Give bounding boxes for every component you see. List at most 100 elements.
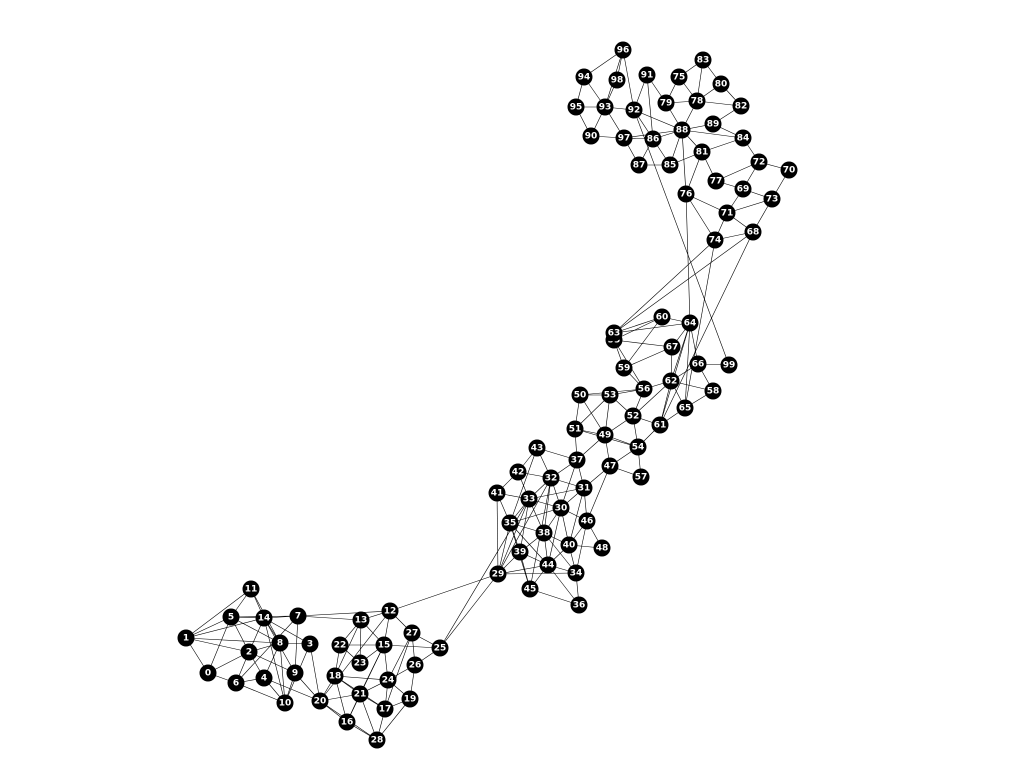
node-circle (489, 565, 507, 583)
edge-30-44 (547, 507, 562, 566)
node-label: 50 (574, 391, 587, 401)
edge-29-33 (497, 498, 530, 575)
node-20: 20 (311, 692, 329, 710)
edge-8-10 (279, 642, 286, 704)
node-50: 50 (571, 386, 589, 404)
node-circle (535, 524, 553, 542)
node-circle (653, 308, 671, 326)
edge-91-86 (646, 74, 654, 140)
node-circle (593, 539, 611, 557)
node-2: 2 (240, 643, 258, 661)
node-circle (276, 694, 294, 712)
node-39: 39 (511, 543, 529, 561)
edge-43-35 (509, 447, 538, 524)
node-circle (750, 153, 768, 171)
edge-55-67 (613, 339, 673, 348)
node-45: 45 (521, 580, 539, 598)
edge-15-21 (359, 644, 385, 695)
node-84: 84 (734, 129, 752, 147)
node-label: 30 (555, 504, 568, 514)
edge-33-39 (519, 498, 530, 553)
node-circle (199, 664, 217, 682)
node-circle (271, 634, 289, 652)
node-label: 82 (735, 102, 748, 112)
node-23: 23 (351, 654, 369, 672)
node-18: 18 (326, 667, 344, 685)
node-label: 78 (691, 97, 704, 107)
edge-1-2 (185, 637, 250, 653)
node-label: 48 (596, 544, 609, 554)
node-label: 2 (246, 648, 252, 658)
node-circle (242, 580, 260, 598)
node-37: 37 (568, 451, 586, 469)
edge-7-13 (297, 615, 362, 621)
node-label: 99 (723, 361, 736, 371)
edge-6-10 (235, 682, 286, 704)
edge-7-9 (294, 615, 299, 674)
node-14: 14 (255, 609, 273, 627)
node-label: 76 (680, 190, 693, 200)
node-22: 22 (331, 636, 349, 654)
node-circle (624, 407, 642, 425)
node-circle (351, 685, 369, 703)
node-circle (566, 420, 584, 438)
node-label: 21 (354, 690, 367, 700)
node-circle (222, 608, 240, 626)
node-label: 27 (406, 629, 419, 639)
node-label: 43 (531, 444, 544, 454)
node-label: 45 (524, 585, 537, 595)
edge-32-38 (543, 477, 552, 534)
node-circle (608, 71, 626, 89)
node-circle (681, 314, 699, 332)
node-label: 56 (638, 385, 651, 395)
node-17: 17 (376, 700, 394, 718)
node-57: 57 (632, 468, 650, 486)
node-circle (528, 439, 546, 457)
node-circle (289, 607, 307, 625)
node-label: 72 (753, 158, 766, 168)
node-label: 42 (512, 468, 525, 478)
node-26: 26 (406, 656, 424, 674)
edge-19-28 (376, 698, 411, 741)
node-circle (375, 636, 393, 654)
node-9: 9 (286, 664, 304, 682)
edge-3-20 (309, 643, 321, 702)
node-96: 96 (614, 41, 632, 59)
node-label: 96 (617, 46, 630, 56)
edge-14-10 (263, 617, 286, 704)
node-76: 76 (677, 185, 695, 203)
node-circle (582, 127, 600, 145)
node-69: 69 (734, 180, 752, 198)
edge-52-62 (632, 380, 672, 417)
node-47: 47 (601, 457, 619, 475)
node-circle (630, 156, 648, 174)
node-71: 71 (718, 204, 736, 222)
node-51: 51 (566, 420, 584, 438)
node-52: 52 (624, 407, 642, 425)
edge-63-68 (613, 231, 754, 334)
edge-46-47 (586, 465, 611, 522)
node-32: 32 (542, 469, 560, 487)
node-circle (376, 700, 394, 718)
node-53: 53 (601, 386, 619, 404)
node-4: 4 (255, 669, 273, 687)
node-label: 4 (261, 674, 267, 684)
node-circle (521, 580, 539, 598)
node-label: 98 (611, 76, 624, 86)
node-label: 84 (737, 134, 750, 144)
node-63: 63 (605, 324, 623, 342)
node-circle (570, 596, 588, 614)
node-label: 64 (684, 319, 697, 329)
node-label: 8 (277, 639, 283, 649)
node-circle (670, 68, 688, 86)
node-label: 10 (279, 699, 292, 709)
node-circle (301, 635, 319, 653)
node-86: 86 (644, 130, 662, 148)
node-circle (431, 639, 449, 657)
node-circle (688, 92, 706, 110)
node-67: 67 (663, 338, 681, 356)
node-circle (605, 324, 623, 342)
node-label: 3 (307, 640, 313, 650)
node-circle (644, 130, 662, 148)
node-circle (501, 514, 519, 532)
